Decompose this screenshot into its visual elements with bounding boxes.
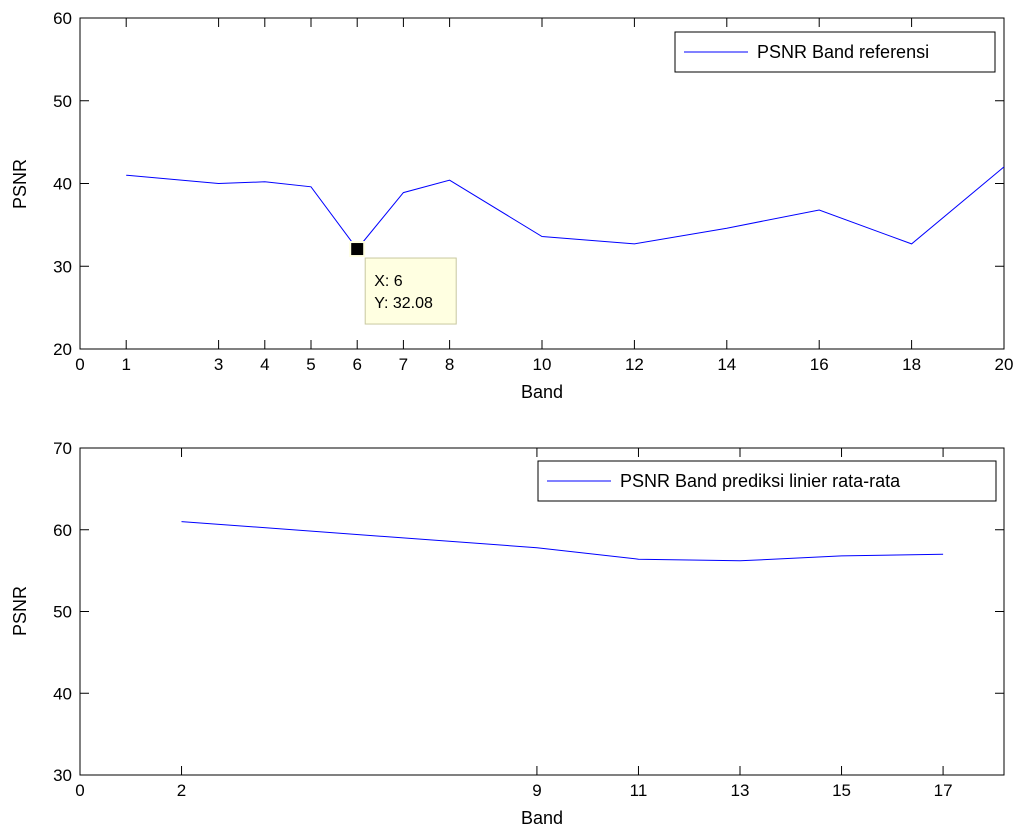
legend-label: PSNR Band prediksi linier rata-rata [620,471,901,491]
legend: PSNR Band referensi [674,31,996,73]
x-tick-label: 16 [810,355,829,374]
x-tick-label: 9 [532,781,541,800]
x-tick-label: 8 [445,355,454,374]
x-tick-label: 13 [731,781,750,800]
x-tick-label: 20 [995,355,1014,374]
y-tick-label: 70 [53,439,72,458]
series-layer [126,166,1005,250]
x-tick-label: 6 [352,355,361,374]
y-tick-label: 60 [53,521,72,540]
datatip-box[interactable] [364,257,457,325]
y-tick-label: 40 [53,684,72,703]
chart-top: 0 1 3 4 5 6 7 8 10 12 14 16 18 20 20 30 40 50 60 X: 6 Y: 32… [10,9,1013,402]
x-tick-label: 7 [399,355,408,374]
x-axis-label: Band [521,808,563,828]
x-tick-label: 2 [177,781,186,800]
legend-label: PSNR Band referensi [757,42,929,62]
series-layer [181,521,944,562]
y-tick-label: 50 [53,603,72,622]
x-tick-label: 1 [121,355,130,374]
x-tick-label: 11 [630,781,648,800]
datatip-y-text: Y: 32.08 [374,295,433,312]
legend-box [537,460,997,502]
x-tick-label: 15 [832,781,851,800]
x-tick-label: 3 [214,355,223,374]
y-tick-label: 40 [53,175,72,194]
series-line [181,521,944,562]
y-axis-label: PSNR [10,159,30,209]
x-tick-label: 14 [717,355,736,374]
x-axis-label: Band [521,382,563,402]
datatip-x-text: X: 6 [374,273,403,290]
x-tick-label: 18 [902,355,921,374]
ticks-layer: 0 2 9 11 13 15 17 30 40 50 60 70 [53,439,1004,800]
x-tick-label: 0 [75,355,84,374]
x-tick-label: 10 [533,355,552,374]
ticks-layer: 0 1 3 4 5 6 7 8 10 12 14 16 18 20 20 30 40 50 60 [53,9,1013,374]
y-tick-label: 50 [53,92,72,111]
series-line [126,166,1005,250]
y-axis-label: PSNR [10,586,30,636]
x-tick-label: 4 [260,355,269,374]
x-tick-label: 5 [306,355,315,374]
x-tick-label: 0 [75,781,84,800]
y-tick-label: 20 [53,340,72,359]
datatip-marker[interactable] [351,243,364,256]
chart-bottom: 0 2 9 11 13 15 17 30 40 50 60 70 Band PSNR PSNR Ban… [10,439,1005,828]
datatip-layer[interactable]: X: 6 Y: 32.08 [349,241,457,325]
legend: PSNR Band prediksi linier rata-rata [537,460,997,502]
y-tick-label: 60 [53,9,72,28]
y-tick-label: 30 [53,766,72,785]
x-tick-label: 17 [934,781,953,800]
y-tick-label: 30 [53,257,72,276]
x-tick-label: 12 [625,355,644,374]
axes-box [79,17,1005,350]
axes-box [79,447,1005,776]
